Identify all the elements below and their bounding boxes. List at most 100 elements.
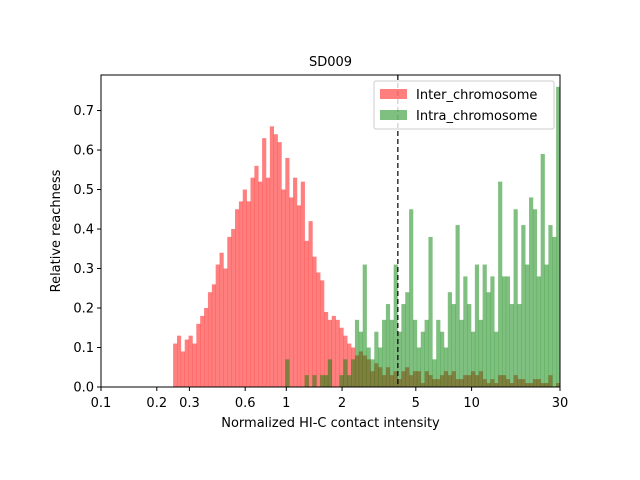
x-tick-label: 0.1 xyxy=(91,396,112,411)
histogram-bar xyxy=(285,157,290,387)
histogram-bar xyxy=(451,304,456,387)
histogram-bar xyxy=(308,221,313,387)
x-tick-label: 5 xyxy=(412,396,420,411)
histogram-bar xyxy=(478,319,483,387)
histogram-bar xyxy=(393,264,398,387)
histogram-bar xyxy=(293,177,298,387)
histogram-bar xyxy=(339,327,344,387)
histogram-bar xyxy=(525,264,530,387)
histogram-bar xyxy=(231,229,236,387)
histogram-bar xyxy=(505,276,511,387)
histogram-bar xyxy=(265,177,271,387)
histogram-bar xyxy=(463,276,468,387)
histogram-bar xyxy=(529,197,534,387)
histogram-bar xyxy=(490,276,495,387)
histogram-bar xyxy=(235,209,240,387)
histogram-bar xyxy=(324,311,329,387)
histogram-bar xyxy=(428,236,433,387)
x-axis-ticks: 0.1 0.2 0.3 0.6 1 2 5 10 30 xyxy=(91,387,569,411)
legend-swatch-inter-chromosome xyxy=(380,89,407,99)
histogram-bar xyxy=(335,319,340,387)
histogram-bar xyxy=(269,126,274,387)
histogram-bar xyxy=(366,347,371,387)
y-axis-label: Relative reachness xyxy=(49,169,64,292)
y-axis-ticks: 0.0 0.1 0.2 0.3 0.4 0.5 0.6 0.7 xyxy=(73,104,101,396)
histogram-bar xyxy=(548,225,553,387)
histogram-bar xyxy=(378,347,383,387)
x-tick-label: 0.2 xyxy=(146,396,167,411)
histogram-bar xyxy=(517,304,522,387)
histogram-bar xyxy=(358,331,363,387)
histogram-bar xyxy=(536,276,541,387)
histogram-bar xyxy=(242,189,247,387)
histogram-bar xyxy=(540,153,545,387)
histogram-bar xyxy=(223,268,228,387)
histogram-bar xyxy=(246,201,251,387)
histogram-bar xyxy=(316,272,321,387)
histogram-bar xyxy=(339,375,344,387)
x-tick-label: 0.3 xyxy=(179,396,200,411)
histogram-bar xyxy=(424,319,429,387)
histogram-bar xyxy=(324,375,329,387)
histogram-bar xyxy=(300,181,305,387)
histogram-bar xyxy=(180,351,186,387)
histogram-bar xyxy=(362,264,367,387)
histogram-bar xyxy=(304,240,309,387)
y-tick-label: 0.4 xyxy=(73,223,94,238)
histogram-bar xyxy=(385,304,391,387)
histogram-bar xyxy=(192,343,197,387)
histogram-bar xyxy=(455,225,460,387)
histogram-bar xyxy=(277,142,282,387)
histogram-bar xyxy=(552,236,557,387)
histogram-bar xyxy=(296,205,302,387)
histogram-bar xyxy=(204,308,209,387)
histogram-bar xyxy=(501,276,507,387)
histogram-bar xyxy=(184,339,189,387)
histogram-bar xyxy=(219,252,224,387)
histogram-bar xyxy=(285,359,290,387)
histogram-bar xyxy=(397,331,402,387)
histogram-bar xyxy=(436,319,441,387)
histogram-bar xyxy=(289,197,294,387)
histogram-bar xyxy=(211,284,216,387)
y-tick-label: 0.0 xyxy=(73,381,94,396)
histogram-bar xyxy=(486,292,491,387)
histogram-bar xyxy=(312,256,317,387)
histogram-bar xyxy=(176,335,182,387)
histogram-bar xyxy=(320,280,325,387)
histogram-bar xyxy=(215,264,220,387)
histogram-bar xyxy=(509,304,514,387)
histogram-bar xyxy=(409,209,414,387)
histogram-bar xyxy=(273,134,278,387)
x-tick-label: 2 xyxy=(338,396,346,411)
y-tick-label: 0.2 xyxy=(73,302,94,317)
y-tick-label: 0.6 xyxy=(73,144,94,159)
histogram-bar xyxy=(459,319,464,387)
histogram-bar xyxy=(474,264,480,387)
histogram-bar xyxy=(401,304,406,387)
histogram-bar xyxy=(331,315,336,387)
series-intra-chromosome-bars xyxy=(285,86,561,387)
histogram-bar xyxy=(494,331,499,387)
histogram-bar xyxy=(258,181,263,387)
chart-title: SD009 xyxy=(309,55,352,70)
histogram-bar xyxy=(471,331,476,387)
legend-label-inter-chromosome: Inter_chromosome xyxy=(416,88,537,103)
histogram-bar xyxy=(207,292,213,387)
x-tick-label: 30 xyxy=(552,396,569,411)
plot-area-frame xyxy=(100,74,561,388)
histogram-bar xyxy=(227,236,232,387)
histogram-bar xyxy=(370,359,375,387)
histogram-bar xyxy=(327,359,333,387)
histogram-bar xyxy=(443,347,449,387)
histogram-bar xyxy=(262,138,267,387)
histogram-bar xyxy=(250,177,255,387)
histogram-bar xyxy=(467,304,472,387)
histogram-bar xyxy=(304,375,309,387)
legend: Inter_chromosome Intra_chromosome xyxy=(373,80,555,130)
y-tick-label: 0.7 xyxy=(73,104,94,119)
histogram-bar xyxy=(521,225,526,387)
histogram-bar xyxy=(416,347,422,387)
histogram-bar xyxy=(354,319,360,387)
